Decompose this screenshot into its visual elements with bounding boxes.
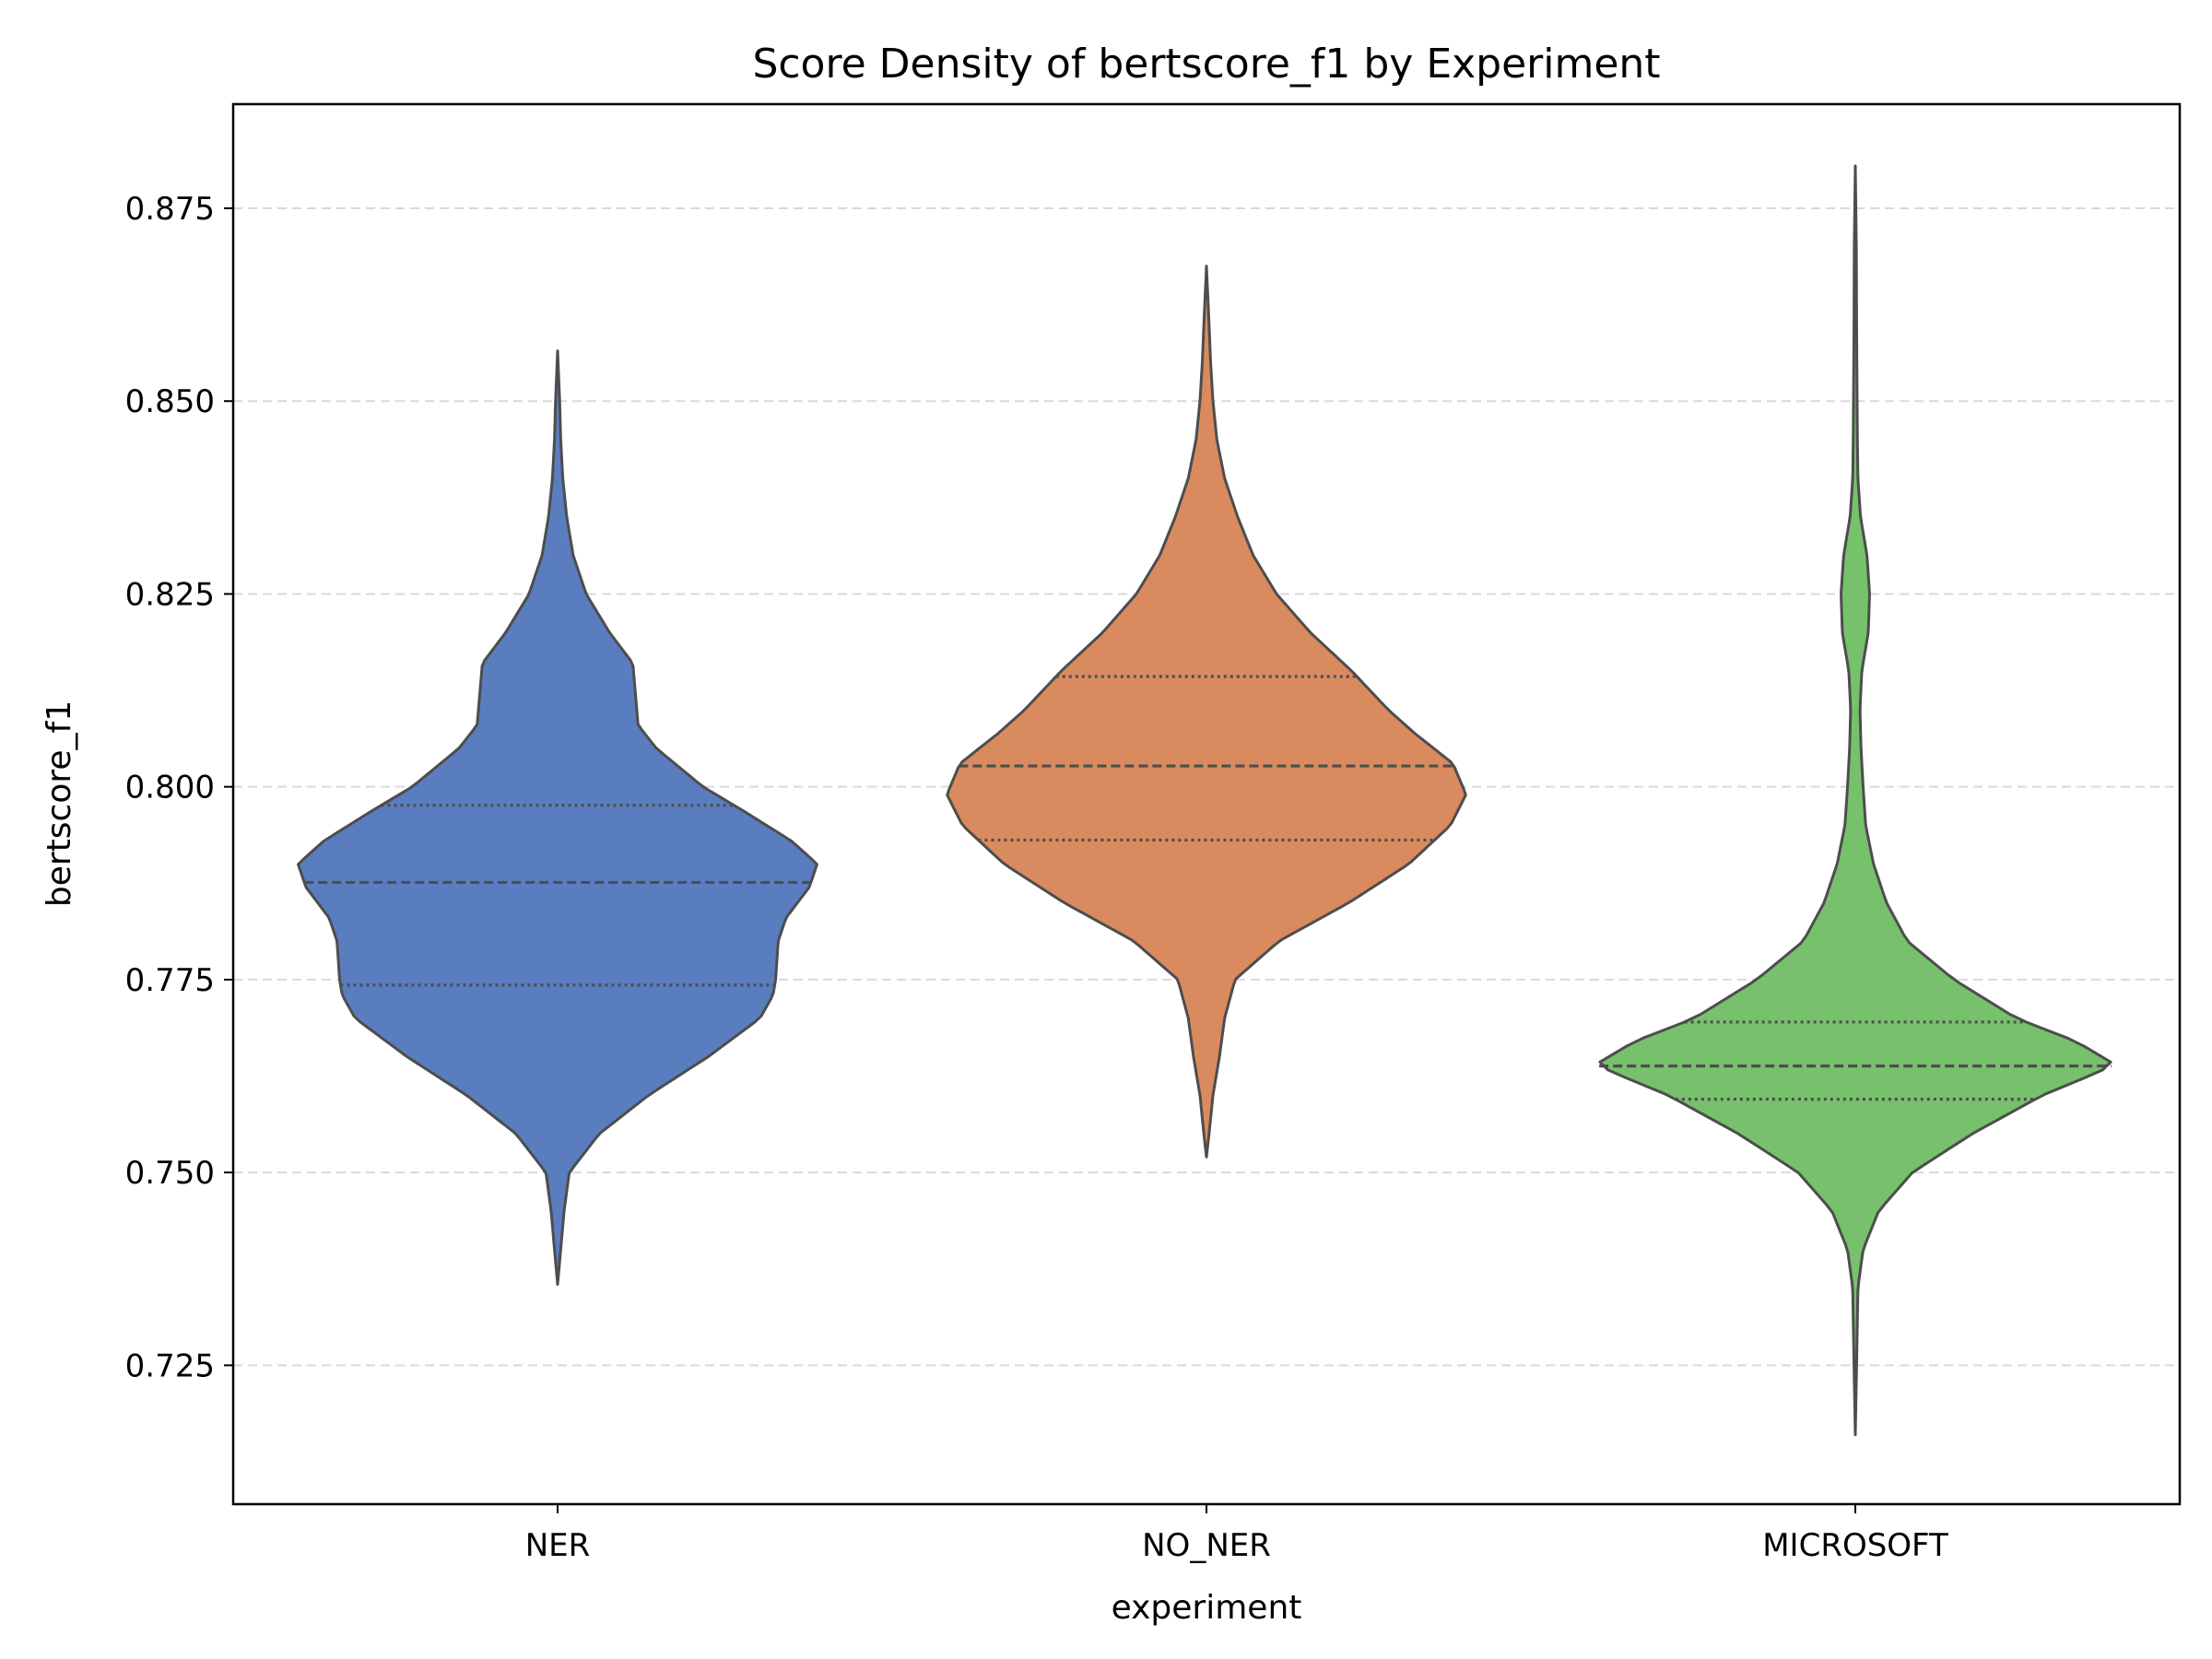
y-tick-label: 0.750 (125, 1155, 215, 1192)
x-tick-label: NO_NER (1142, 1527, 1271, 1564)
violin-microsoft (1598, 164, 2112, 1437)
violin-ner (297, 349, 818, 1286)
y-axis-label: bertscore_f1 (41, 700, 78, 907)
x-tick-label: MICROSOFT (1762, 1527, 1948, 1564)
y-tick-label: 0.775 (125, 962, 215, 999)
violin-no-ner (946, 265, 1467, 1159)
y-tick-label: 0.725 (125, 1347, 215, 1384)
x-axis-label: experiment (1112, 1589, 1302, 1627)
y-tick-label: 0.875 (125, 191, 215, 228)
chart-title: Score Density of bertscore_f1 by Experim… (752, 41, 1660, 88)
x-tick-label: NER (525, 1527, 591, 1564)
violins (297, 164, 2112, 1437)
y-tick-label: 0.850 (125, 383, 215, 420)
axis-ticks: 0.725 0.750 0.775 0.800 0.825 0.850 0.875 NER NO… (125, 191, 1948, 1564)
y-tick-label: 0.825 (125, 576, 215, 613)
y-tick-label: 0.800 (125, 770, 215, 806)
